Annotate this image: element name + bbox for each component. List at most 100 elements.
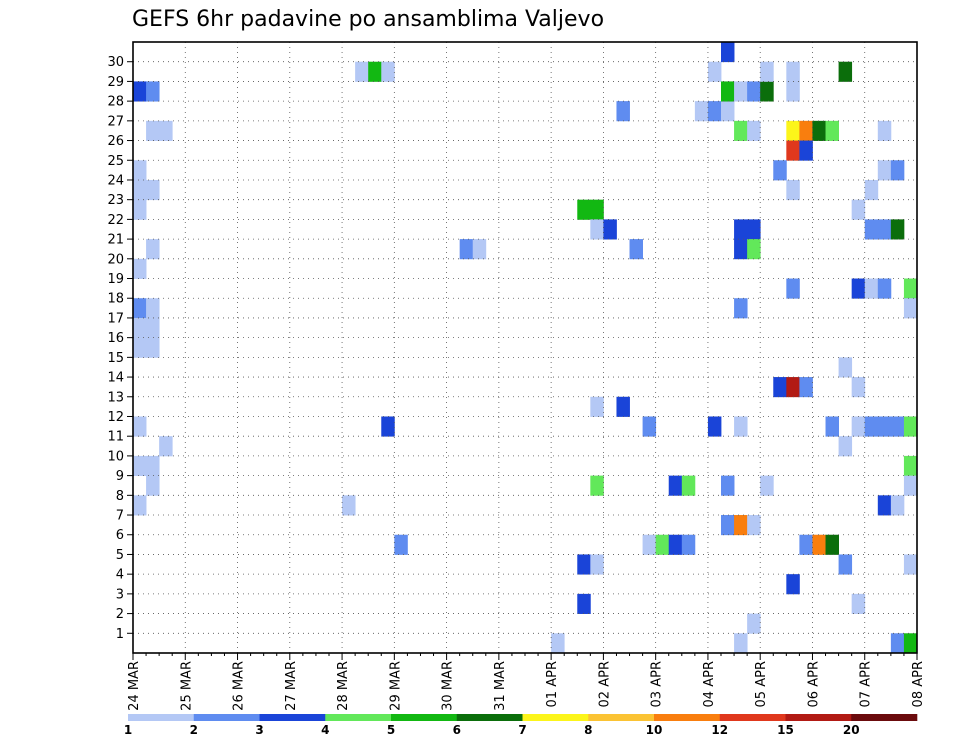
y-tick-label-9: 9 [116, 469, 124, 484]
precip-cell-69 [760, 475, 774, 496]
precip-cell-94 [825, 416, 839, 437]
precip-cell-33 [590, 219, 604, 240]
colorbar-swatch-6 [522, 714, 589, 721]
precip-cell-4 [133, 160, 147, 181]
precip-cell-90 [786, 574, 800, 595]
precip-cell-85 [786, 179, 800, 201]
precip-cell-46 [668, 534, 683, 555]
precip-cell-122 [903, 475, 918, 496]
colorbar-swatch-4 [391, 714, 458, 721]
precip-cell-80 [812, 120, 826, 141]
x-tick-label-8: 01 APR [545, 661, 560, 707]
precip-cell-67 [734, 416, 748, 437]
y-tick-label-26: 26 [107, 134, 124, 149]
precip-cell-37 [590, 396, 604, 417]
precip-cell-22 [355, 61, 369, 82]
y-tick-label-7: 7 [116, 509, 124, 524]
x-tick-label-4: 28 MAR [336, 661, 351, 711]
precip-cell-66 [707, 416, 722, 437]
y-tick-label-4: 4 [116, 568, 124, 583]
precip-cell-70 [721, 515, 735, 536]
x-tick-label-0: 24 MAR [127, 661, 142, 711]
precip-cell-13 [146, 317, 160, 339]
precip-cell-32 [590, 199, 604, 220]
precip-cell-125 [903, 633, 918, 654]
precip-cell-106 [864, 179, 879, 201]
precip-cell-78 [786, 120, 800, 141]
y-tick-label-20: 20 [107, 252, 124, 267]
y-tick-label-25: 25 [107, 154, 124, 169]
precip-cell-124 [890, 633, 905, 654]
precip-cell-64 [747, 239, 761, 260]
precip-cell-56 [734, 81, 748, 102]
y-tick-label-30: 30 [107, 55, 124, 70]
precip-cell-7 [133, 199, 147, 220]
colorbar-label-4: 4 [321, 723, 329, 737]
precip-cell-43 [642, 416, 657, 437]
precipitation-cells [133, 42, 918, 654]
precip-cell-82 [786, 140, 800, 161]
x-tick-label-9: 02 APR [597, 661, 612, 707]
precip-cell-84 [773, 160, 787, 181]
precip-cell-63 [734, 239, 748, 260]
colorbar-label-10: 10 [646, 723, 663, 737]
precip-cell-3 [159, 120, 173, 141]
y-tick-label-3: 3 [116, 587, 124, 602]
precip-cell-11 [146, 298, 160, 319]
y-tick-label-15: 15 [107, 351, 124, 366]
precip-cell-42 [577, 593, 591, 614]
colorbar-swatch-7 [588, 714, 655, 721]
precip-cell-105 [903, 278, 918, 299]
precip-cell-104 [877, 278, 892, 299]
precip-cell-57 [747, 81, 761, 102]
precip-cell-73 [747, 613, 761, 634]
colorbar-swatch-10 [785, 714, 852, 721]
precip-cell-62 [747, 219, 761, 240]
precip-cell-76 [786, 61, 800, 82]
precip-cell-108 [877, 219, 892, 240]
precip-cell-29 [472, 239, 487, 260]
colorbar-swatch-9 [719, 714, 786, 721]
precip-cell-9 [133, 258, 147, 279]
x-tick-label-2: 26 MAR [232, 661, 247, 711]
member-axis: 1234567891011121314151617181920212223242… [107, 55, 133, 642]
precip-cell-0 [133, 81, 147, 102]
precip-cell-50 [694, 101, 709, 122]
precip-cell-12 [133, 317, 147, 339]
precip-cell-99 [851, 199, 866, 220]
precip-cell-45 [655, 534, 670, 555]
y-tick-label-14: 14 [107, 371, 124, 386]
precip-cell-98 [838, 554, 853, 575]
precip-cell-51 [707, 101, 722, 122]
precip-cell-34 [603, 219, 617, 240]
colorbar-swatch-3 [325, 714, 392, 721]
precip-cell-38 [616, 396, 630, 417]
precip-cell-31 [577, 199, 591, 220]
precip-cell-103 [864, 278, 879, 299]
precip-cell-48 [668, 475, 683, 496]
precip-cell-112 [890, 160, 905, 181]
precip-cell-61 [734, 219, 748, 240]
precip-cell-91 [799, 534, 813, 555]
precip-cell-86 [786, 278, 800, 299]
precip-cell-28 [459, 239, 474, 260]
y-tick-label-2: 2 [116, 607, 124, 622]
precip-cell-54 [721, 42, 735, 63]
precip-cell-123 [903, 554, 918, 575]
x-tick-label-12: 05 APR [754, 661, 769, 707]
precip-cell-53 [707, 61, 722, 82]
precip-cell-47 [681, 534, 696, 555]
y-tick-label-23: 23 [107, 193, 124, 208]
x-tick-label-5: 29 MAR [388, 661, 403, 711]
colorbar-label-12: 12 [711, 723, 728, 737]
y-tick-label-10: 10 [107, 449, 124, 464]
colorbar-swatch-8 [654, 714, 721, 721]
chart-title: GEFS 6hr padavine po ansamblima Valjevo [132, 7, 604, 32]
y-tick-label-16: 16 [107, 331, 124, 346]
precip-cell-115 [877, 416, 892, 437]
precip-cell-36 [616, 101, 630, 122]
y-tick-label-18: 18 [107, 292, 124, 307]
precip-cell-97 [838, 436, 853, 457]
y-tick-label-17: 17 [107, 311, 124, 326]
precip-cell-113 [851, 416, 866, 437]
